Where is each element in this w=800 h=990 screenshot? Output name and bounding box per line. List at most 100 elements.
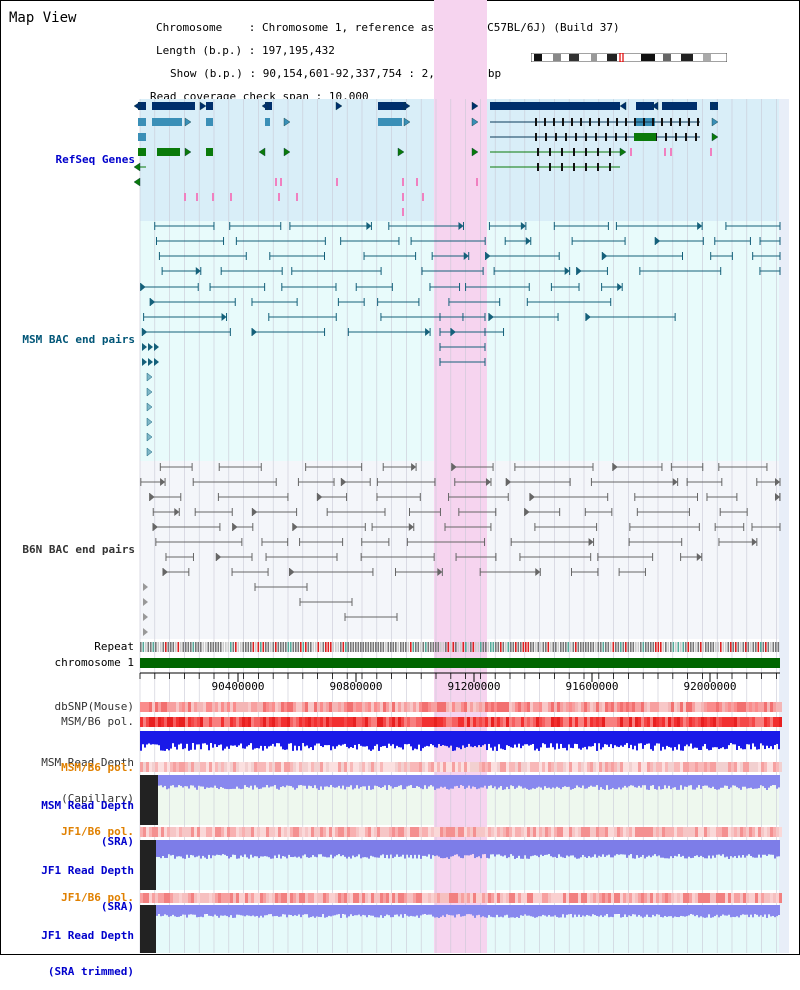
jf1-trim-depth-bar: [436, 905, 438, 918]
jf1-pol-heat-cell: [566, 827, 569, 837]
msm-sra-depth-bar: [472, 775, 474, 787]
jf1-trim-depth-bar: [200, 905, 202, 917]
dbsnp-heat-cell: [260, 702, 263, 712]
jf1-pol-heat-cell: [563, 827, 566, 837]
jf1-pol-heat-cell: [338, 827, 341, 837]
jf1-sra-depth-bar: [572, 840, 574, 856]
msm-read-depth-capillary-label[interactable]: MSM Read Depth (Capillary): [20, 733, 134, 817]
jf1-read-depth-trimmed-line1: JF1 Read Depth: [41, 929, 134, 942]
repeat-mark: [257, 642, 260, 652]
jf1-pol-heat-cell: [560, 827, 563, 837]
msm-bac-end-arrow-icon: [488, 313, 494, 321]
jf1-pol-heat-cell: [617, 827, 620, 837]
exon-tick: [597, 163, 599, 171]
jf1-sra-depth-bar: [160, 840, 162, 859]
jf1-sra-depth-bar: [762, 840, 764, 855]
jf1-pol-trim-heat-cell: [380, 893, 383, 903]
jf1-sra-depth-bar: [284, 840, 286, 857]
jf1-pol-heat-cell: [227, 827, 230, 837]
msm-read-depth-sra-label[interactable]: MSM Read Depth (SRA): [20, 776, 134, 860]
jf1-sra-depth-bar: [584, 840, 586, 857]
repeat-mark: [612, 642, 615, 652]
jf1-sra-depth-bar: [356, 840, 358, 857]
jf1-pol-trim-heat-cell: [587, 893, 590, 903]
jf1-pol-trim-heat-cell: [506, 893, 509, 903]
jf1-pol-trim-heat-cell: [269, 893, 272, 903]
msm-pol-heat-cell: [743, 717, 746, 727]
msm-bac-end-arrow-icon: [463, 252, 469, 260]
msm-pol-heat-cell: [317, 717, 320, 727]
gene-arrow-icon: [133, 177, 141, 187]
msm-pol-heat-cell: [251, 717, 254, 727]
jf1-sra-depth-bar: [250, 840, 252, 855]
genome-tracks-canvas[interactable]: 90400000 90800000 91200000 91600000 92000000: [0, 0, 800, 955]
jf1-pol-trim-heat-cell: [656, 893, 659, 903]
msm-pol-sra-heat-cell: [524, 762, 527, 772]
msm-sra-depth-bar: [682, 775, 684, 790]
jf1-trim-depth-bar: [506, 905, 508, 915]
msm-capillary-depth-bar: [586, 731, 588, 750]
repeat-mark: [710, 642, 712, 652]
jf1-pol-heat-cell: [398, 827, 401, 837]
dbsnp-heat-cell: [515, 702, 518, 712]
jf1-pol-trim-heat-cell: [335, 893, 338, 903]
jf1-sra-depth-bar: [302, 840, 304, 856]
msm-sra-depth-bar: [502, 775, 504, 790]
msm-pol-heat-cell: [767, 717, 770, 727]
repeat-mark: [662, 642, 665, 652]
jf1-read-depth-sra-label[interactable]: JF1 Read Depth (SRA): [20, 841, 134, 925]
msm-capillary-depth-bar: [690, 731, 692, 744]
jf1-pol-heat-cell: [380, 827, 383, 837]
jf1-trim-depth-bar: [632, 905, 634, 915]
jf1-trim-depth-bar: [412, 905, 414, 917]
show-label: Show (b.p.): [170, 66, 243, 80]
jf1-read-depth-sra-line2: (SRA): [100, 900, 134, 913]
repeat-mark: [292, 642, 295, 652]
jf1-sra-depth-bar: [506, 840, 508, 859]
jf1-sra-depth-bar: [480, 840, 482, 859]
msm-bac-end-pairs-label[interactable]: MSM BAC end pairs: [22, 333, 135, 346]
jf1-b6-pol-label[interactable]: JF1/B6 pol.: [61, 825, 134, 838]
msm-sra-depth-bar: [368, 775, 370, 786]
msm-pol-sra-heat-cell: [758, 762, 761, 772]
msm-pol-sra-heat-cell: [536, 762, 539, 772]
jf1-pol-heat-cell: [155, 827, 158, 837]
dbsnp-heat-cell: [209, 702, 212, 712]
jf1-trim-depth-bar: [408, 905, 410, 917]
msm-capillary-depth-bar: [684, 731, 686, 747]
b6n-bac-end-arrow-icon: [149, 493, 155, 501]
jf1-pol-heat-cell: [773, 827, 776, 837]
jf1-trim-depth-bar: [766, 905, 768, 918]
msm-b6-pol-label[interactable]: MSM/B6 pol.: [61, 715, 134, 728]
jf1-sra-depth-bar: [612, 840, 614, 858]
jf1-b6-pol-trimmed-label[interactable]: JF1/B6 pol.: [61, 891, 134, 904]
chromosome-ideogram[interactable]: [531, 53, 727, 62]
jf1-sra-depth-bar: [524, 840, 526, 856]
jf1-trim-depth-bar: [266, 905, 268, 916]
jf1-pol-heat-cell: [242, 827, 245, 837]
jf1-pol-trim-heat-cell: [527, 893, 530, 903]
jf1-trim-depth-bar: [700, 905, 702, 917]
msm-pol-heat-cell: [185, 717, 188, 727]
b6n-bac-end-pairs-label[interactable]: B6N BAC end pairs: [22, 543, 135, 556]
dbsnp-heat-cell: [275, 702, 278, 712]
msm-pol-heat-cell: [239, 717, 242, 727]
msm-sra-depth-bar: [324, 775, 326, 787]
msm-capillary-depth-bar: [736, 731, 738, 750]
dbsnp-label[interactable]: dbSNP(Mouse): [54, 700, 134, 713]
msm-sra-depth-bar: [308, 775, 310, 786]
jf1-sra-depth-bar: [312, 840, 314, 856]
jf1-pol-trim-heat-cell: [221, 893, 224, 903]
refseq-genes-label[interactable]: RefSeq Genes: [55, 153, 135, 166]
jf1-sra-depth-bar: [182, 840, 184, 859]
msm-sra-depth-bar: [228, 775, 230, 790]
jf1-trim-depth-bar: [618, 905, 620, 915]
jf1-pol-heat-cell: [674, 827, 677, 837]
msm-pol-heat-cell: [491, 717, 494, 727]
msm-sra-depth-bar: [726, 775, 728, 786]
msm-capillary-depth-bar: [766, 731, 768, 746]
msm-capillary-depth-bar: [214, 731, 216, 745]
msm-pol-heat-cell: [455, 717, 458, 727]
msm-b6-pol-sra-label[interactable]: MSM/B6 pol.: [61, 761, 134, 774]
b6n-bac-end-arrow-icon: [162, 568, 168, 576]
